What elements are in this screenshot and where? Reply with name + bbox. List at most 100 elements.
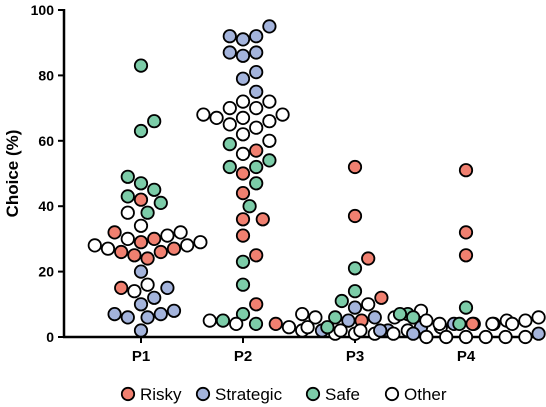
point-other-p3: [295, 306, 310, 322]
point-other-p4: [498, 329, 513, 345]
point-risky-p4: [458, 248, 474, 263]
point-safe-p1: [153, 195, 168, 210]
point-risky-p1: [107, 225, 122, 240]
point-other-p1: [180, 238, 195, 253]
point-other-p4: [333, 323, 348, 338]
point-risky-p1: [147, 231, 162, 246]
point-strategic-p2: [249, 45, 264, 60]
point-risky-p1: [127, 248, 142, 263]
point-safe-p3: [248, 316, 264, 331]
point-other-p1: [160, 228, 175, 243]
point-safe-p2: [235, 306, 251, 322]
point-risky-p1: [133, 192, 149, 207]
point-strategic-p1: [133, 264, 149, 279]
point-strategic-p2: [235, 32, 251, 47]
point-other-p1: [193, 235, 208, 250]
legend-label-safe: Safe: [325, 385, 360, 404]
point-risky-p2: [249, 297, 264, 312]
point-strategic-p1: [153, 306, 168, 322]
point-risky-p2: [235, 228, 251, 243]
y-tick-label: 60: [38, 133, 54, 149]
point-risky-p1: [114, 244, 129, 260]
point-risky-p2: [249, 248, 264, 263]
legend-label-strategic: Strategic: [215, 385, 283, 404]
point-risky-p2: [235, 186, 251, 201]
x-tick-label-p2: P2: [234, 348, 252, 365]
legend-label-risky: Risky: [140, 385, 182, 404]
point-strategic-p3: [341, 313, 356, 328]
point-safe-p4: [392, 306, 408, 322]
point-other-p4: [518, 329, 533, 345]
point-other-p4: [485, 316, 500, 331]
point-other-p4: [531, 310, 546, 325]
point-risky-p1: [166, 241, 182, 256]
point-risky-p2: [255, 212, 270, 227]
point-risky-p2: [235, 212, 251, 227]
point-other-p2: [235, 110, 251, 126]
point-risky-p4: [465, 316, 480, 331]
point-other-p4: [300, 320, 315, 335]
point-safe-p1: [133, 176, 149, 191]
point-other-p4: [386, 326, 401, 341]
point-strategic-p4: [373, 323, 388, 338]
point-other-p2: [235, 127, 251, 142]
point-other-p1: [120, 205, 135, 220]
point-strategic-p1: [160, 280, 175, 295]
point-strategic-p4: [406, 326, 421, 341]
point-strategic-p3: [367, 310, 382, 325]
point-other-p2: [235, 94, 251, 109]
point-safe-p3: [215, 313, 231, 328]
y-tick-label: 0: [46, 329, 54, 345]
point-strategic-p2: [249, 84, 264, 99]
point-safe-p3: [328, 310, 343, 325]
point-risky-p3: [347, 159, 363, 175]
point-strategic-p2: [249, 65, 264, 80]
point-risky-p4: [458, 163, 474, 178]
point-other-p4: [505, 316, 520, 331]
point-safe-p2: [235, 254, 251, 269]
point-strategic-p3: [347, 300, 363, 315]
data-points: [87, 19, 546, 345]
point-safe-p2: [235, 277, 251, 292]
legend-marker-other: [384, 386, 400, 402]
point-risky-p2: [235, 166, 251, 181]
point-risky-p2: [249, 143, 264, 158]
point-safe-p1: [133, 58, 149, 73]
point-risky-p1: [114, 280, 129, 295]
point-safe-p1: [140, 205, 155, 220]
point-risky-p3: [347, 208, 363, 224]
point-other-p2: [209, 110, 224, 126]
point-other-p2: [275, 107, 290, 122]
legend: Risky Strategic Safe Other: [120, 385, 447, 404]
point-strategic-p1: [166, 303, 182, 318]
point-strategic-p4: [531, 326, 546, 341]
point-safe-p1: [120, 169, 135, 184]
point-risky-p1: [140, 251, 155, 266]
point-other-p3: [202, 313, 217, 328]
point-other-p1: [173, 225, 188, 240]
point-other-p2: [249, 120, 264, 135]
y-tick-label: 40: [38, 198, 54, 214]
y-tick-label: 20: [38, 264, 54, 280]
point-safe-p4: [406, 310, 421, 325]
point-strategic-p2: [262, 19, 277, 34]
point-strategic-p2: [222, 29, 237, 44]
point-other-p2: [262, 114, 277, 129]
point-other-p4: [478, 329, 493, 345]
point-risky-p3: [361, 251, 376, 266]
point-safe-p2: [249, 176, 264, 191]
point-other-p4: [458, 329, 474, 345]
point-other-p2: [249, 101, 264, 116]
point-other-p3: [229, 316, 244, 331]
point-strategic-p2: [235, 48, 251, 63]
y-tick-label: 80: [38, 67, 54, 83]
point-other-p4: [353, 323, 368, 338]
point-other-p3: [361, 297, 376, 312]
point-strategic-p1: [140, 310, 155, 325]
point-risky-p3: [374, 290, 389, 305]
point-safe-p2: [222, 159, 237, 175]
point-other-p3: [281, 320, 297, 335]
point-other-p2: [222, 117, 237, 132]
point-strategic-p2: [249, 29, 264, 44]
point-other-p2: [222, 101, 237, 116]
